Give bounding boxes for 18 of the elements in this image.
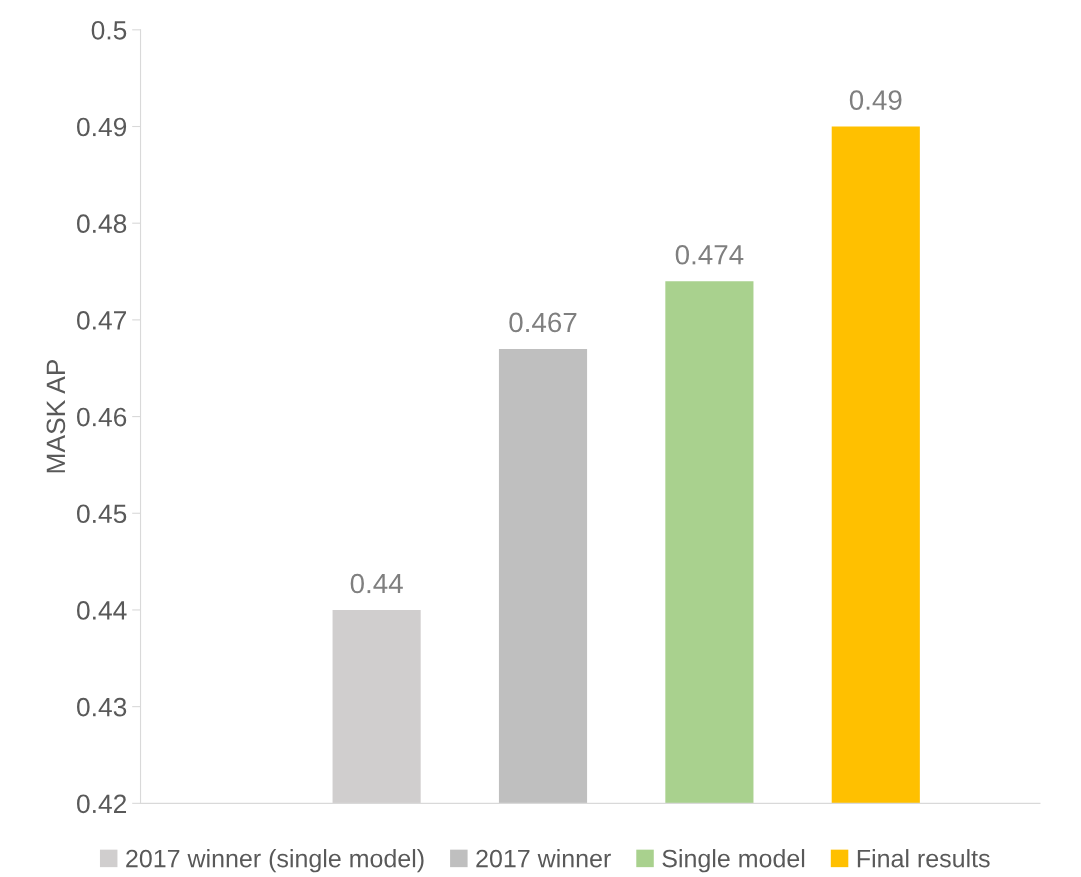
data-label: 0.467 [509, 312, 577, 333]
y-tick-label: 0.43 [77, 697, 127, 717]
y-tick-label: 0.44 [77, 601, 127, 620]
y-axis-title: MASK AP [46, 360, 66, 473]
legend-label: Single model [662, 849, 805, 873]
y-tick-label: 0.46 [77, 407, 127, 427]
y-tick-label: 0.48 [77, 214, 127, 234]
legend-label: 2017 winner [476, 849, 611, 868]
y-tick-label: 0.5 [91, 20, 127, 40]
y-tick-label: 0.47 [77, 311, 127, 330]
data-label: 0.49 [849, 90, 902, 110]
data-label: 0.474 [675, 244, 744, 265]
y-tick-label: 0.45 [77, 504, 127, 524]
y-tick-label: 0.42 [77, 794, 127, 814]
y-tick-label: 0.49 [77, 117, 127, 137]
data-label: 0.44 [350, 573, 403, 594]
legend-label: 2017 winner (single model) [126, 849, 424, 873]
legend-label: Final results [857, 849, 990, 868]
